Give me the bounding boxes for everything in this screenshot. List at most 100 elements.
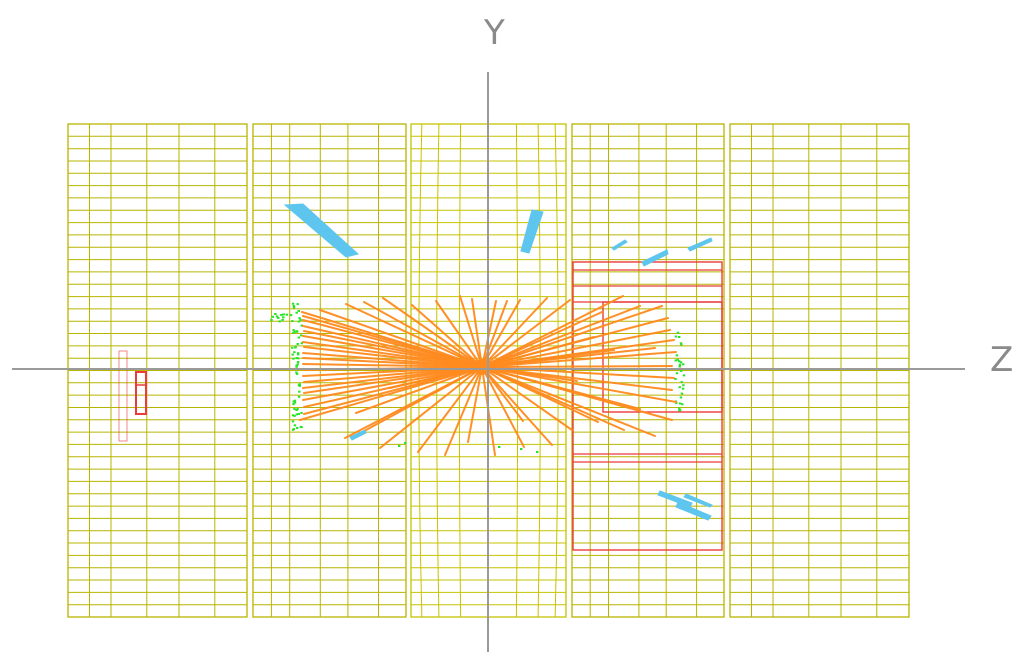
hit-point bbox=[297, 310, 300, 312]
calorimeter-clusters bbox=[283, 203, 713, 521]
particle-track bbox=[481, 365, 673, 368]
hit-point bbox=[294, 346, 297, 349]
hit-point bbox=[520, 448, 523, 450]
hit-point bbox=[280, 313, 283, 316]
hit-point bbox=[296, 363, 299, 366]
hit-point bbox=[292, 331, 295, 334]
hit-point bbox=[679, 361, 683, 364]
hit-point bbox=[292, 357, 295, 360]
cluster-slab bbox=[520, 209, 544, 254]
hit-points bbox=[270, 302, 686, 453]
hit-point bbox=[293, 330, 296, 333]
particle-track bbox=[467, 366, 483, 443]
particle-track bbox=[299, 366, 483, 421]
hit-point bbox=[676, 358, 679, 361]
particle-track bbox=[481, 305, 663, 368]
hit-point bbox=[282, 316, 285, 319]
hit-point bbox=[275, 315, 279, 318]
hit-point bbox=[295, 371, 298, 374]
particle-track bbox=[481, 297, 548, 368]
hit-point bbox=[293, 408, 296, 410]
particle-track bbox=[302, 363, 483, 368]
hit-point bbox=[296, 353, 300, 356]
hit-point bbox=[681, 403, 684, 406]
hit-point bbox=[679, 396, 683, 399]
particle-track bbox=[481, 366, 573, 431]
particle-track bbox=[481, 305, 641, 368]
particle-track bbox=[363, 301, 483, 368]
cluster-slab bbox=[349, 429, 367, 441]
hit-point bbox=[299, 318, 302, 321]
hit-point bbox=[281, 318, 284, 321]
hit-point bbox=[682, 374, 686, 377]
hit-point bbox=[298, 390, 301, 393]
particle-track bbox=[389, 366, 483, 389]
particle-track bbox=[435, 300, 483, 368]
y-axis-label: Y bbox=[483, 13, 505, 53]
muon-chamber-outer bbox=[572, 261, 723, 551]
hit-point bbox=[300, 342, 303, 345]
particle-track bbox=[303, 366, 483, 394]
hit-point bbox=[293, 399, 297, 402]
particle-track bbox=[303, 346, 483, 368]
cluster-slab bbox=[675, 501, 712, 521]
hit-point bbox=[680, 343, 683, 346]
hit-point bbox=[291, 428, 295, 431]
particle-track bbox=[459, 295, 483, 368]
particle-track bbox=[481, 366, 656, 437]
particle-track bbox=[481, 351, 677, 368]
hit-point bbox=[300, 411, 303, 414]
hit-point bbox=[404, 442, 407, 444]
hit-point bbox=[292, 403, 295, 406]
particle-track bbox=[471, 298, 483, 368]
hit-point bbox=[676, 331, 680, 334]
particle-track bbox=[481, 311, 603, 368]
particle-track bbox=[417, 366, 483, 453]
particle-track bbox=[481, 366, 677, 403]
hit-point bbox=[282, 313, 285, 316]
hit-point bbox=[680, 381, 683, 384]
hit-point bbox=[297, 395, 301, 398]
endcap-panel-left-outer bbox=[67, 123, 248, 618]
hit-point bbox=[295, 413, 298, 416]
hit-point bbox=[678, 407, 681, 410]
hit-point bbox=[679, 342, 683, 345]
particle-track bbox=[355, 366, 483, 414]
hit-point bbox=[295, 357, 298, 360]
particle-track bbox=[481, 299, 571, 368]
particle-track bbox=[435, 366, 483, 393]
particle-track bbox=[481, 300, 508, 368]
hit-point bbox=[675, 372, 679, 375]
hit-point bbox=[291, 353, 294, 356]
hit-point bbox=[680, 392, 684, 395]
hit-point bbox=[536, 451, 539, 453]
hit-point bbox=[296, 343, 299, 345]
hit-point bbox=[278, 320, 281, 323]
coordinate-axes: Y Z bbox=[12, 13, 1013, 652]
particle-tracks bbox=[299, 295, 677, 456]
particle-track bbox=[481, 329, 671, 368]
hit-point bbox=[296, 361, 300, 363]
hit-point bbox=[291, 320, 294, 323]
hit-point bbox=[498, 446, 501, 448]
hit-point bbox=[297, 352, 300, 355]
particle-track bbox=[481, 347, 656, 368]
hit-point bbox=[295, 365, 298, 368]
endcap-panel-right-outer bbox=[729, 123, 910, 618]
hit-point bbox=[293, 414, 296, 417]
hit-point bbox=[674, 359, 677, 362]
hit-point bbox=[674, 335, 678, 338]
hit-point bbox=[270, 319, 273, 322]
hit-point bbox=[297, 413, 300, 415]
particle-track bbox=[382, 297, 483, 368]
particle-track bbox=[444, 366, 483, 456]
hit-point bbox=[293, 351, 296, 354]
hit-point bbox=[293, 424, 297, 427]
hit-point bbox=[682, 384, 685, 387]
hit-point bbox=[295, 311, 298, 314]
cluster-slab bbox=[611, 239, 628, 251]
muon-chamber-left-strip bbox=[118, 350, 128, 442]
hit-point bbox=[289, 314, 293, 317]
particle-track bbox=[319, 309, 483, 368]
hit-point bbox=[298, 383, 301, 386]
